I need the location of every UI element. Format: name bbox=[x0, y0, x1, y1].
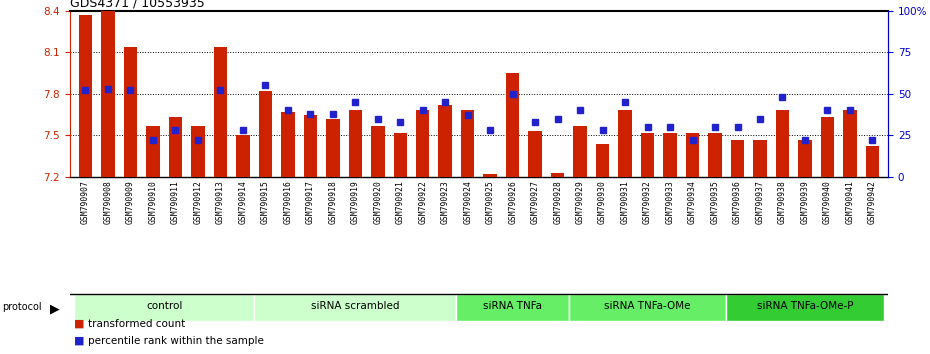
Text: GSM790917: GSM790917 bbox=[306, 181, 315, 224]
Text: siRNA scrambled: siRNA scrambled bbox=[311, 302, 400, 312]
Bar bbox=[528, 131, 542, 177]
Text: GSM790935: GSM790935 bbox=[711, 181, 720, 224]
Text: GSM790915: GSM790915 bbox=[260, 181, 270, 224]
Bar bbox=[457, 293, 569, 321]
Bar bbox=[709, 133, 722, 177]
Bar bbox=[844, 110, 857, 177]
Text: GSM790920: GSM790920 bbox=[373, 181, 382, 224]
Text: GSM790913: GSM790913 bbox=[216, 181, 225, 224]
Bar bbox=[753, 139, 766, 177]
Text: GSM790936: GSM790936 bbox=[733, 181, 742, 224]
Text: GSM790942: GSM790942 bbox=[868, 181, 877, 224]
Text: GDS4371 / 10553935: GDS4371 / 10553935 bbox=[70, 0, 205, 10]
Bar bbox=[416, 110, 430, 177]
Bar bbox=[726, 293, 884, 321]
Bar bbox=[393, 133, 407, 177]
Bar bbox=[569, 293, 726, 321]
Text: GSM790907: GSM790907 bbox=[81, 181, 90, 224]
Text: ▶: ▶ bbox=[50, 302, 60, 315]
Bar bbox=[618, 110, 631, 177]
Text: GSM790924: GSM790924 bbox=[463, 181, 472, 224]
Bar bbox=[281, 112, 295, 177]
Bar bbox=[731, 139, 744, 177]
Bar bbox=[214, 47, 227, 177]
Bar bbox=[866, 147, 879, 177]
Text: GSM790911: GSM790911 bbox=[171, 181, 179, 224]
Text: GSM790914: GSM790914 bbox=[238, 181, 247, 224]
Bar bbox=[574, 126, 587, 177]
Text: GSM790910: GSM790910 bbox=[149, 181, 157, 224]
Text: GSM790928: GSM790928 bbox=[553, 181, 562, 224]
Text: GSM790934: GSM790934 bbox=[688, 181, 698, 224]
Text: siRNA TNFa: siRNA TNFa bbox=[484, 302, 542, 312]
Text: GSM790925: GSM790925 bbox=[485, 181, 495, 224]
Text: GSM790933: GSM790933 bbox=[666, 181, 674, 224]
Text: GSM790937: GSM790937 bbox=[755, 181, 764, 224]
Text: GSM790939: GSM790939 bbox=[801, 181, 809, 224]
Text: siRNA TNFa-OMe-P: siRNA TNFa-OMe-P bbox=[757, 302, 853, 312]
Text: GSM790940: GSM790940 bbox=[823, 181, 832, 224]
Bar bbox=[663, 133, 677, 177]
Text: GSM790921: GSM790921 bbox=[396, 181, 405, 224]
Bar bbox=[74, 293, 254, 321]
Text: GSM790918: GSM790918 bbox=[328, 181, 338, 224]
Bar bbox=[596, 144, 609, 177]
Text: GSM790926: GSM790926 bbox=[508, 181, 517, 224]
Text: ■: ■ bbox=[74, 336, 85, 346]
Bar bbox=[326, 119, 339, 177]
Text: GSM790938: GSM790938 bbox=[778, 181, 787, 224]
Bar bbox=[79, 15, 92, 177]
Bar bbox=[484, 174, 497, 177]
Bar bbox=[124, 47, 138, 177]
Text: GSM790923: GSM790923 bbox=[441, 181, 450, 224]
Bar bbox=[146, 126, 160, 177]
Bar bbox=[551, 173, 565, 177]
Bar bbox=[259, 91, 272, 177]
Bar bbox=[506, 73, 520, 177]
Text: GSM790927: GSM790927 bbox=[531, 181, 539, 224]
Text: GSM790916: GSM790916 bbox=[284, 181, 292, 224]
Text: ■: ■ bbox=[74, 319, 85, 329]
Text: transformed count: transformed count bbox=[88, 319, 186, 329]
Text: GSM790941: GSM790941 bbox=[845, 181, 855, 224]
Text: GSM790932: GSM790932 bbox=[643, 181, 652, 224]
Text: GSM790922: GSM790922 bbox=[418, 181, 427, 224]
Bar bbox=[236, 136, 249, 177]
Bar bbox=[371, 126, 384, 177]
Text: siRNA TNFa-OMe: siRNA TNFa-OMe bbox=[604, 302, 691, 312]
Text: GSM790908: GSM790908 bbox=[103, 181, 113, 224]
Bar bbox=[685, 133, 699, 177]
Bar bbox=[798, 139, 812, 177]
Bar bbox=[168, 118, 182, 177]
Bar bbox=[776, 110, 790, 177]
Bar bbox=[438, 105, 452, 177]
Text: protocol: protocol bbox=[2, 302, 42, 312]
Bar bbox=[303, 115, 317, 177]
Bar bbox=[461, 110, 474, 177]
Text: GSM790919: GSM790919 bbox=[351, 181, 360, 224]
Text: GSM790909: GSM790909 bbox=[126, 181, 135, 224]
Text: GSM790929: GSM790929 bbox=[576, 181, 585, 224]
Bar bbox=[820, 118, 834, 177]
Text: GSM790912: GSM790912 bbox=[193, 181, 203, 224]
Bar bbox=[101, 11, 114, 177]
Text: GSM790930: GSM790930 bbox=[598, 181, 607, 224]
Text: percentile rank within the sample: percentile rank within the sample bbox=[88, 336, 264, 346]
Bar bbox=[192, 126, 205, 177]
Bar bbox=[641, 133, 655, 177]
Text: control: control bbox=[146, 302, 182, 312]
Text: GSM790931: GSM790931 bbox=[620, 181, 630, 224]
Bar bbox=[254, 293, 457, 321]
Bar bbox=[349, 110, 362, 177]
